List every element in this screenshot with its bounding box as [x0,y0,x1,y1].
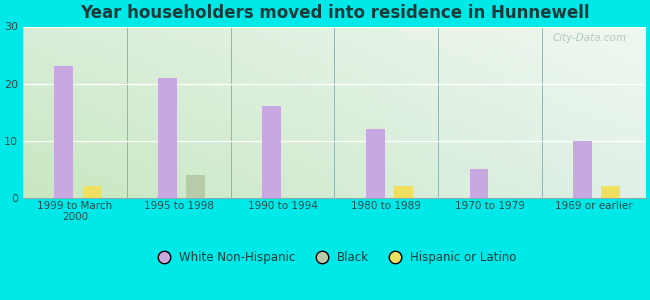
Bar [83,186,101,198]
Bar [601,186,620,198]
Title: Year householders moved into residence in Hunnewell: Year householders moved into residence i… [80,4,590,22]
Legend: White Non-Hispanic, Black, Hispanic or Latino: White Non-Hispanic, Black, Hispanic or L… [148,247,521,269]
Bar [469,169,488,198]
Text: City-Data.com: City-Data.com [553,33,627,43]
Bar [158,78,177,198]
Bar [262,106,281,198]
Bar [394,186,413,198]
Bar [573,141,592,198]
Bar [187,175,205,198]
Bar [55,67,73,198]
Bar [366,129,385,198]
